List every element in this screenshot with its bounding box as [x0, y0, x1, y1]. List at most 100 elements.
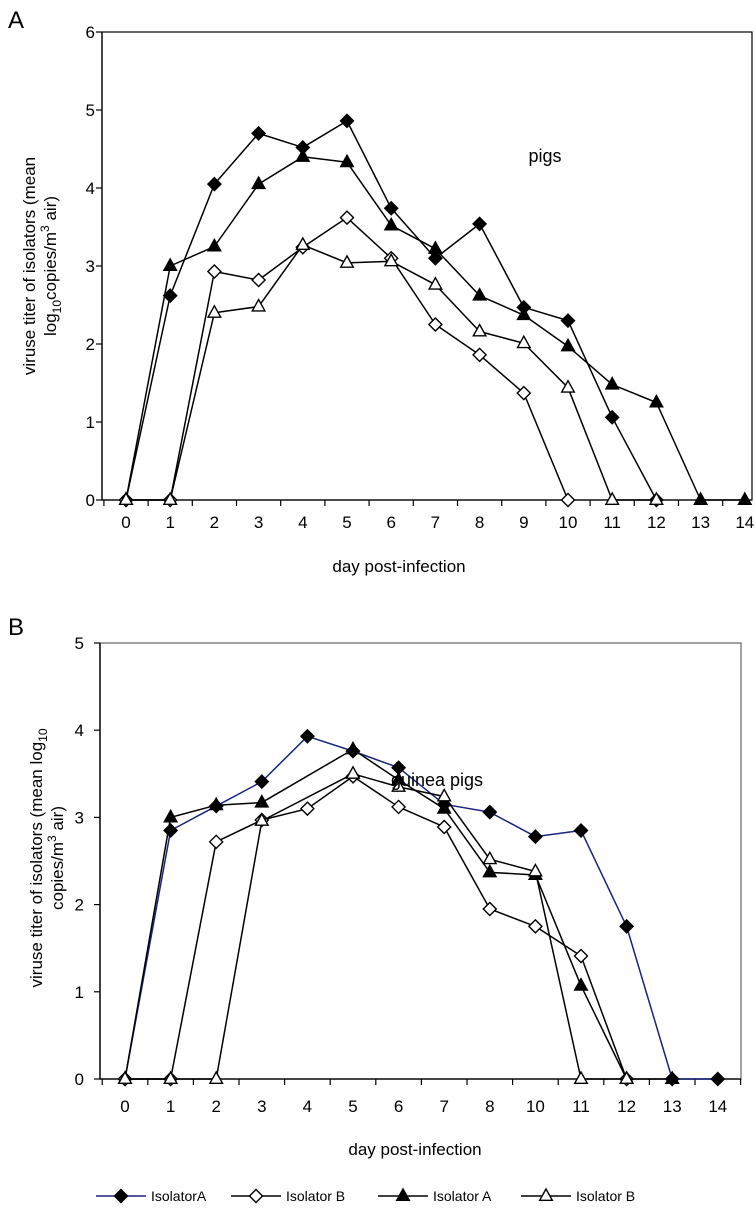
legend-label: IsolatorA — [151, 1188, 207, 1204]
series-line-segment — [489, 908, 536, 928]
panel-a-y-label-line1: viruse titer of isolators (mean — [20, 157, 39, 375]
panel-b-x-axis-label: day post-infection — [348, 1140, 481, 1159]
legend-item: Isolator B — [521, 1187, 635, 1204]
series-line-segment — [214, 305, 259, 314]
series-line-segment — [479, 294, 525, 316]
series-line-segment — [261, 807, 308, 821]
x-tick-label: 14 — [708, 1097, 727, 1116]
series-line-segment — [443, 796, 491, 860]
data-point-diamond-filled — [299, 728, 315, 744]
legend-marker-diamond-filled — [113, 1188, 129, 1204]
data-point-diamond-filled — [339, 113, 355, 129]
series-line-segment — [523, 392, 569, 501]
data-point-triangle-filled — [295, 148, 311, 162]
series-line-segment — [302, 156, 348, 164]
series-line-segment — [215, 819, 263, 843]
data-point-triangle-open — [560, 379, 576, 393]
x-tick-label: 7 — [431, 513, 440, 532]
data-point-triangle-open — [573, 1070, 589, 1085]
data-point-triangle-filled — [560, 337, 576, 352]
series-line-segment — [258, 156, 304, 185]
data-point-diamond-filled — [254, 774, 270, 790]
data-point-diamond-open — [560, 492, 576, 508]
x-tick-label: 3 — [257, 1097, 266, 1116]
x-tick-label: 12 — [647, 513, 666, 532]
data-point-diamond-filled — [482, 804, 498, 820]
series-line-segment — [434, 284, 481, 333]
data-point-diamond-open — [427, 317, 443, 332]
x-tick-label: 5 — [348, 1097, 357, 1116]
x-tick-label: 0 — [120, 1097, 129, 1116]
series-diamond-filled — [118, 113, 664, 508]
series-line-segment — [655, 402, 702, 501]
legend-label: Isolator B — [286, 1188, 345, 1204]
series-line-segment — [390, 224, 436, 250]
data-point-triangle-open — [619, 1070, 635, 1085]
y-tick-label: 5 — [86, 101, 95, 120]
x-tick-label: 9 — [519, 513, 528, 532]
series-line-segment — [611, 383, 657, 404]
data-point-triangle-open — [118, 491, 134, 506]
data-point-triangle-open — [436, 788, 452, 802]
series-line-segment — [125, 295, 171, 501]
series-line-segment — [216, 801, 262, 806]
data-point-triangle-open — [251, 298, 267, 312]
x-tick-label: 1 — [165, 513, 174, 532]
series-line-segment — [489, 871, 536, 876]
data-point-triangle-open — [516, 334, 532, 349]
series-line-segment — [567, 345, 613, 386]
panel-b-y-label-line1: viruse titer of isolators (mean log10 — [27, 728, 50, 987]
data-point-diamond-filled — [604, 409, 620, 425]
y-tick-label: 4 — [86, 179, 95, 198]
data-point-triangle-filled — [482, 863, 498, 878]
series-line-segment — [567, 387, 613, 501]
series-line-segment — [444, 803, 490, 813]
data-point-diamond-filled — [710, 1071, 726, 1087]
series-line-segment — [434, 223, 481, 259]
data-point-diamond-open — [391, 799, 407, 815]
data-point-triangle-filled — [472, 287, 488, 301]
data-point-triangle-open — [391, 778, 407, 792]
data-point-diamond-filled — [162, 288, 178, 304]
x-tick-label: 4 — [303, 1097, 312, 1116]
x-tick-label: 8 — [485, 1097, 494, 1116]
panel-b-letter: B — [8, 614, 24, 641]
series-line-segment — [580, 985, 628, 1080]
legend-item: Isolator B — [231, 1188, 345, 1204]
series-line-segment — [443, 826, 491, 910]
series-line-segment — [346, 260, 392, 264]
panel-a-letter: A — [8, 7, 24, 34]
data-point-diamond-open — [339, 210, 355, 226]
y-tick-label: 2 — [75, 896, 84, 915]
data-point-triangle-filled — [208, 796, 224, 811]
x-tick-label: 2 — [211, 1097, 220, 1116]
data-point-diamond-filled — [427, 250, 443, 266]
y-tick-label: 3 — [75, 808, 84, 827]
data-point-triangle-filled — [162, 257, 178, 272]
series-line-segment — [352, 748, 400, 781]
x-tick-label: 2 — [210, 513, 219, 532]
data-point-triangle-open — [254, 812, 270, 826]
panel-b-annotation: guinea pigs — [391, 770, 483, 790]
series-line-segment — [307, 735, 354, 752]
series-line-segment — [258, 246, 304, 281]
panel-a-x-ticks: 0 1 2 3 4 5 6 7 8 9 10 11 12 13 14 — [103, 500, 754, 532]
x-tick-label: 0 — [121, 513, 130, 532]
series-line-segment — [169, 841, 217, 1080]
data-point-triangle-filled — [339, 153, 355, 168]
y-tick-label: 4 — [75, 721, 84, 740]
x-tick-label: 7 — [439, 1097, 448, 1116]
data-point-triangle-filled — [383, 216, 399, 231]
x-tick-label: 5 — [342, 513, 351, 532]
series-line-segment — [169, 183, 216, 296]
series-line-segment — [523, 342, 569, 389]
series-line-segment — [534, 925, 582, 957]
data-point-diamond-filled — [472, 216, 488, 232]
data-point-triangle-filled — [737, 491, 753, 506]
series-line-segment — [580, 830, 628, 927]
data-point-triangle-filled — [693, 491, 709, 506]
data-point-triangle-open — [345, 765, 361, 779]
series-line-segment — [302, 120, 348, 149]
